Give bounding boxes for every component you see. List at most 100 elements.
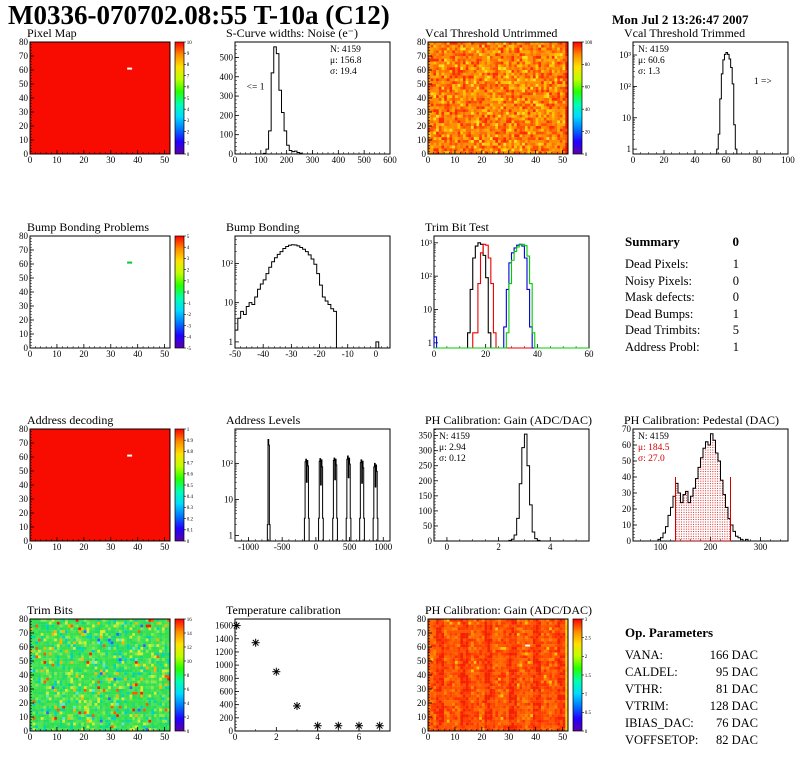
svg-text:10²: 10² bbox=[619, 81, 631, 91]
svg-text:0.9: 0.9 bbox=[187, 439, 194, 444]
svg-text:100: 100 bbox=[654, 542, 668, 552]
svg-text:σ: 0.12: σ: 0.12 bbox=[439, 454, 466, 464]
svg-text:80: 80 bbox=[19, 38, 29, 47]
svg-text:200: 200 bbox=[220, 110, 234, 120]
svg-text:10: 10 bbox=[52, 349, 62, 359]
svg-text:20: 20 bbox=[481, 349, 491, 359]
svg-text:-10: -10 bbox=[342, 349, 354, 359]
svg-text:350: 350 bbox=[419, 431, 433, 441]
svg-text:10²: 10² bbox=[221, 258, 233, 268]
svg-text:-20: -20 bbox=[314, 349, 326, 359]
param-value: 166 DAC bbox=[710, 647, 758, 664]
svg-text:-40: -40 bbox=[257, 349, 269, 359]
param-value: 82 DAC bbox=[716, 732, 758, 749]
svg-text:60: 60 bbox=[19, 65, 29, 75]
svg-text:-500: -500 bbox=[274, 542, 291, 552]
svg-text:-30: -30 bbox=[285, 349, 297, 359]
param-value: 76 DAC bbox=[716, 715, 758, 732]
svg-text:10: 10 bbox=[622, 113, 632, 123]
svg-text:-2: -2 bbox=[187, 313, 192, 318]
param-row: Dead Bumps:1 bbox=[625, 306, 739, 323]
svg-text:<= 1: <= 1 bbox=[247, 82, 265, 92]
svg-text:0: 0 bbox=[627, 536, 632, 546]
svg-text:10²: 10² bbox=[221, 458, 233, 468]
svg-text:40: 40 bbox=[622, 472, 632, 482]
svg-text:20: 20 bbox=[79, 155, 89, 165]
svg-text:40: 40 bbox=[19, 93, 29, 103]
op-parameters-title: Op. Parameters bbox=[625, 625, 713, 641]
svg-text:0.7: 0.7 bbox=[187, 461, 194, 466]
param-label: VTRIM: bbox=[625, 698, 669, 715]
svg-text:0: 0 bbox=[24, 536, 29, 546]
svg-text:20: 20 bbox=[19, 508, 29, 518]
svg-text:50: 50 bbox=[160, 542, 170, 552]
svg-text:0: 0 bbox=[422, 149, 427, 159]
svg-text:20: 20 bbox=[477, 155, 487, 165]
param-label: Dead Pixels: bbox=[625, 256, 689, 273]
svg-text:30: 30 bbox=[106, 155, 116, 165]
svg-text:20: 20 bbox=[585, 130, 591, 135]
param-value: 1 bbox=[733, 339, 739, 356]
param-row: VTHR:81 DAC bbox=[625, 681, 758, 698]
svg-text:500: 500 bbox=[220, 52, 234, 62]
svg-text:-1000: -1000 bbox=[238, 542, 259, 552]
svg-text:σ: 27.0: σ: 27.0 bbox=[638, 454, 665, 464]
svg-text:2: 2 bbox=[187, 130, 190, 135]
svg-text:0: 0 bbox=[28, 155, 33, 165]
svg-text:60: 60 bbox=[622, 440, 632, 450]
param-value: 1 bbox=[733, 306, 739, 323]
svg-text:μ: 156.8: μ: 156.8 bbox=[330, 56, 362, 66]
svg-text:6: 6 bbox=[187, 86, 190, 91]
svg-text:0: 0 bbox=[28, 349, 33, 359]
svg-text:40: 40 bbox=[133, 542, 143, 552]
svg-text:7: 7 bbox=[187, 74, 190, 79]
svg-text:20: 20 bbox=[79, 542, 89, 552]
param-label: Dead Trimbits: bbox=[625, 322, 700, 339]
param-value: 0 bbox=[733, 289, 739, 306]
svg-text:40: 40 bbox=[133, 155, 143, 165]
svg-text:500: 500 bbox=[343, 542, 357, 552]
svg-text:100: 100 bbox=[220, 130, 234, 140]
svg-text:10: 10 bbox=[19, 329, 29, 339]
svg-text:N: 4159: N: 4159 bbox=[330, 45, 361, 55]
svg-text:0.5: 0.5 bbox=[187, 484, 194, 489]
svg-text:-3: -3 bbox=[187, 324, 192, 329]
svg-text:60: 60 bbox=[585, 349, 595, 359]
svg-text:30: 30 bbox=[106, 542, 116, 552]
svg-text:100: 100 bbox=[781, 155, 795, 165]
svg-text:0.6: 0.6 bbox=[187, 473, 194, 478]
param-value: 0 bbox=[733, 273, 739, 290]
svg-text:50: 50 bbox=[19, 466, 29, 476]
param-row: Noisy Pixels:0 bbox=[625, 273, 739, 290]
svg-text:1: 1 bbox=[187, 428, 190, 433]
svg-text:0.3: 0.3 bbox=[187, 506, 194, 511]
svg-text:40: 40 bbox=[19, 287, 29, 297]
svg-text:0: 0 bbox=[24, 149, 29, 159]
svg-text:μ: 60.6: μ: 60.6 bbox=[638, 56, 665, 66]
svg-text:0: 0 bbox=[585, 153, 588, 158]
param-row: VANA:166 DAC bbox=[625, 647, 758, 664]
svg-text:0: 0 bbox=[24, 343, 29, 353]
svg-text:40: 40 bbox=[531, 155, 541, 165]
svg-text:4: 4 bbox=[187, 108, 190, 113]
param-label: Mask defects: bbox=[625, 289, 695, 306]
svg-text:10³: 10³ bbox=[619, 50, 631, 60]
param-value: 5 bbox=[733, 322, 739, 339]
svg-text:20: 20 bbox=[417, 121, 427, 131]
svg-text:3: 3 bbox=[187, 119, 190, 124]
